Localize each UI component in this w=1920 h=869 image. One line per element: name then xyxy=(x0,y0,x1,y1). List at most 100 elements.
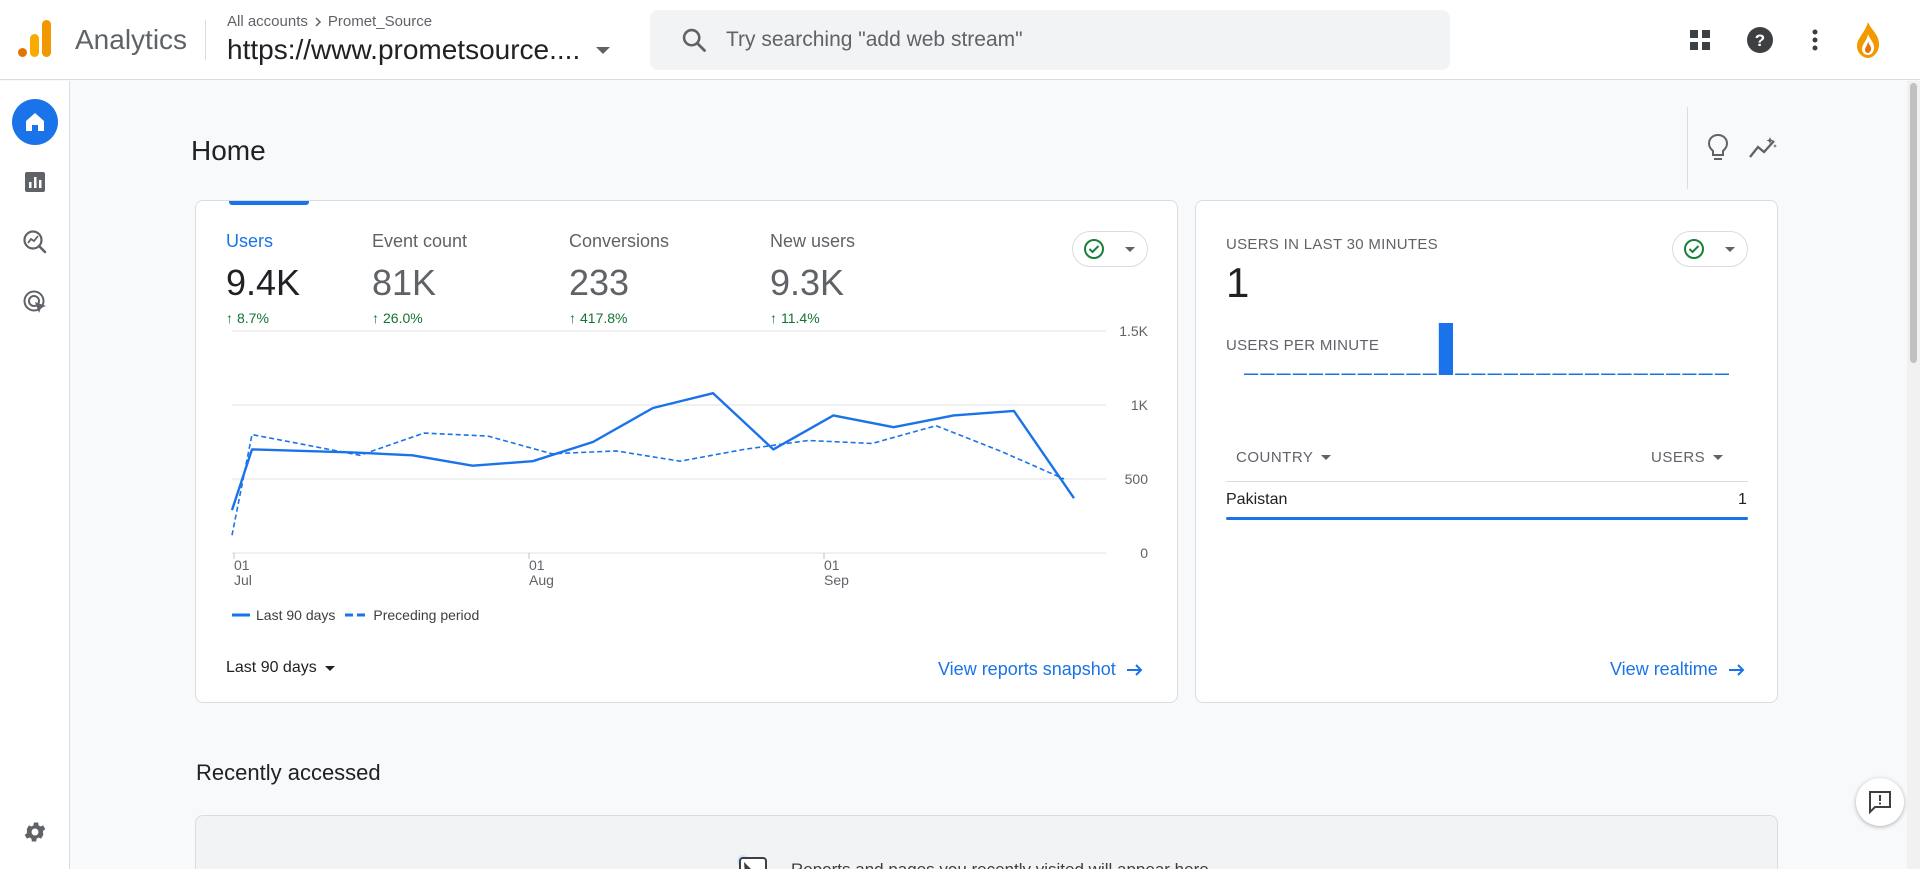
recently-accessed-title: Recently accessed xyxy=(196,760,381,785)
metric-tab-users[interactable]: Users 9.4K ↑ 8.7% xyxy=(226,231,300,326)
page-scrollbar[interactable] xyxy=(1907,81,1920,869)
metric-change: ↑ 11.4% xyxy=(770,310,855,326)
x-tick-month: Sep xyxy=(824,572,849,588)
minute-bar[interactable] xyxy=(1519,373,1535,376)
minute-bar[interactable] xyxy=(1455,373,1470,376)
y-tick-label: 1K xyxy=(1131,397,1149,413)
search-input[interactable] xyxy=(726,24,1426,56)
help-icon[interactable]: ? xyxy=(1742,22,1778,58)
metric-tab-conversions[interactable]: Conversions 233 ↑ 417.8% xyxy=(569,231,669,326)
feedback-icon xyxy=(1869,791,1891,815)
account-avatar-icon[interactable] xyxy=(1850,22,1886,58)
minute-bar[interactable] xyxy=(1682,373,1697,376)
table-divider xyxy=(1226,481,1748,482)
column-label: COUNTRY xyxy=(1236,449,1314,466)
metric-label: Event count xyxy=(372,231,468,251)
series-line-preceding-period[interactable] xyxy=(231,424,1065,536)
arrow-right-icon xyxy=(1126,663,1143,676)
minute-bar[interactable] xyxy=(1568,373,1583,376)
metric-tab-new-users[interactable]: New users 9.3K ↑ 11.4% xyxy=(770,231,855,326)
minute-bar[interactable] xyxy=(1276,373,1291,376)
feedback-button[interactable] xyxy=(1856,778,1904,826)
bar-chart-icon xyxy=(25,172,45,192)
minute-bar[interactable] xyxy=(1438,323,1454,375)
date-range-selector[interactable]: Last 90 days xyxy=(226,659,335,677)
link-label: View realtime xyxy=(1610,659,1718,679)
minute-bar[interactable] xyxy=(1552,373,1567,376)
minute-bar[interactable] xyxy=(1503,373,1518,376)
minute-bar[interactable] xyxy=(1698,373,1713,376)
metric-value: 233 xyxy=(569,262,630,303)
minute-bar[interactable] xyxy=(1536,373,1551,376)
left-navigation xyxy=(0,81,70,869)
x-tick-day: 01 xyxy=(234,557,250,573)
metric-value: 81K xyxy=(372,262,437,303)
minute-bar[interactable] xyxy=(1390,373,1405,376)
breadcrumb[interactable]: All accounts Promet_Source xyxy=(227,13,432,30)
minute-bar[interactable] xyxy=(1406,373,1421,376)
users-column-header[interactable]: USERS xyxy=(1651,449,1724,466)
minute-bar[interactable] xyxy=(1422,373,1437,376)
minute-bar[interactable] xyxy=(1244,373,1259,376)
minute-bar[interactable] xyxy=(1341,373,1356,376)
view-realtime-link[interactable]: View realtime xyxy=(1610,659,1746,680)
minute-bar[interactable] xyxy=(1373,373,1389,376)
apps-grid-icon[interactable] xyxy=(1682,22,1718,58)
realtime-quality-button[interactable] xyxy=(1672,231,1748,267)
minute-bar[interactable] xyxy=(1308,373,1324,376)
caret-down-icon xyxy=(1125,246,1135,252)
minute-bar[interactable] xyxy=(1325,373,1340,376)
series-line-last-90-days[interactable] xyxy=(230,391,1075,511)
nav-home[interactable] xyxy=(12,99,58,145)
minute-bar[interactable] xyxy=(1601,373,1616,376)
legend-label: Preceding period xyxy=(373,607,480,623)
chevron-right-icon xyxy=(315,16,321,27)
insights-lightbulb-icon[interactable] xyxy=(1700,130,1736,166)
minute-bar[interactable] xyxy=(1487,373,1502,376)
more-vert-icon[interactable] xyxy=(1797,22,1833,58)
x-tick-month: Aug xyxy=(529,572,554,588)
metric-change-value: 8.7% xyxy=(237,310,269,326)
minute-bar[interactable] xyxy=(1666,373,1681,376)
metric-change-value: 417.8% xyxy=(580,310,628,326)
users-cell: 1 xyxy=(1738,491,1747,508)
breadcrumb-account-name[interactable]: Promet_Source xyxy=(327,13,433,30)
data-quality-button[interactable] xyxy=(1072,231,1148,267)
property-selector[interactable]: https://www.prometsource.... xyxy=(227,34,611,66)
caret-down-icon xyxy=(596,46,611,54)
users-share-bar xyxy=(1226,517,1748,520)
minute-bar[interactable] xyxy=(1633,373,1648,376)
users-per-minute-title: USERS PER MINUTE xyxy=(1226,337,1380,354)
view-reports-snapshot-link[interactable]: View reports snapshot xyxy=(938,659,1144,680)
caret-down-icon xyxy=(1713,455,1724,460)
search-bar[interactable] xyxy=(650,10,1450,70)
metric-label: Users xyxy=(226,231,274,251)
scrollbar-thumb[interactable] xyxy=(1910,83,1917,363)
analytics-logo-icon[interactable] xyxy=(18,20,52,58)
svg-text:?: ? xyxy=(1755,31,1765,50)
minute-bar[interactable] xyxy=(1584,373,1600,376)
home-icon xyxy=(26,113,44,131)
ads-click-icon xyxy=(23,290,46,313)
minute-bar[interactable] xyxy=(1617,373,1632,376)
metric-tab-event-count[interactable]: Event count 81K ↑ 26.0% xyxy=(372,231,467,326)
nav-explore[interactable] xyxy=(12,219,58,265)
y-tick-label: 1.5K xyxy=(1119,323,1148,339)
minute-bar[interactable] xyxy=(1714,373,1729,376)
metric-value: 9.3K xyxy=(770,262,845,303)
minute-bar[interactable] xyxy=(1292,373,1307,376)
nav-reports[interactable] xyxy=(12,159,58,205)
minute-bar[interactable] xyxy=(1357,373,1372,376)
insights-trend-icon[interactable] xyxy=(1745,130,1781,166)
nav-admin[interactable] xyxy=(12,809,58,855)
property-name: https://www.prometsource.... xyxy=(227,34,581,65)
minute-bar[interactable] xyxy=(1649,373,1665,376)
metric-label: New users xyxy=(770,231,856,251)
minute-bar[interactable] xyxy=(1260,373,1275,376)
country-column-header[interactable]: COUNTRY xyxy=(1236,449,1332,466)
overview-card: Users 9.4K ↑ 8.7% Event count 81K ↑ 26.0% … xyxy=(195,200,1178,703)
legend-solid-swatch xyxy=(232,613,250,617)
nav-advertising[interactable] xyxy=(12,279,58,325)
breadcrumb-accounts[interactable]: All accounts xyxy=(227,13,308,30)
minute-bar[interactable] xyxy=(1471,373,1486,376)
